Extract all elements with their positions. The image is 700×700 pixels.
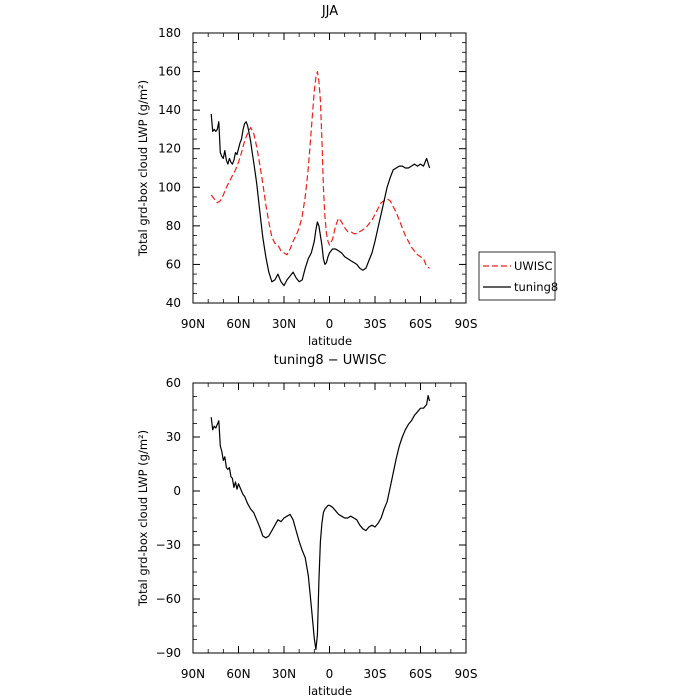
y-tick-label: 100: [158, 180, 181, 194]
series-line-uwisc: [210, 70, 430, 269]
x-tick-label: 30N: [272, 667, 296, 681]
top-y-axis-label: Total grd-box cloud LWP (g/m²): [136, 80, 150, 257]
y-tick-label: 120: [158, 142, 181, 156]
top-x-axis-label: latitude: [308, 334, 352, 348]
y-tick-label: 60: [166, 376, 181, 390]
top-y-tick-labels: 40 60 80 100 120 140 160 180: [158, 26, 181, 310]
x-tick-label: 30S: [364, 317, 387, 331]
y-tick-label: 180: [158, 26, 181, 40]
x-tick-label: 0: [326, 317, 334, 331]
x-tick-label: 90N: [181, 667, 205, 681]
bottom-series-lines: [210, 395, 431, 651]
x-tick-label: 30N: [272, 317, 296, 331]
bottom-x-tick-labels: 90N 60N 30N 0 30S 60S 90S: [181, 667, 478, 681]
y-tick-label: −90: [156, 646, 181, 660]
y-tick-label: −60: [156, 592, 181, 606]
legend-label-uwisc: UWISC: [514, 259, 553, 273]
x-tick-label: 30S: [364, 667, 387, 681]
x-tick-label: 60S: [409, 667, 432, 681]
top-chart-title: JJA: [321, 4, 338, 19]
x-tick-label: 90N: [181, 317, 205, 331]
series-line-tuning8-uwisc: [210, 395, 431, 651]
y-tick-label: −30: [156, 538, 181, 552]
top-series-lines: [210, 70, 431, 287]
bottom-chart-title: tuning8 − UWISC: [274, 353, 387, 368]
bottom-x-axis-label: latitude: [308, 684, 352, 698]
top-plot-frame: [192, 32, 467, 304]
x-tick-label: 60N: [226, 317, 250, 331]
panel-top: JJA 40 60 80 100 120 140 160 180 90N 60N 30N 0 30S 6…: [136, 4, 558, 348]
x-tick-label: 60S: [409, 317, 432, 331]
y-tick-label: 80: [166, 219, 181, 233]
bottom-y-tick-labels: −90 −60 −30 0 30 60: [156, 376, 181, 660]
bottom-tick-marks: [192, 382, 467, 654]
x-tick-label: 90S: [455, 317, 478, 331]
top-tick-marks: [192, 32, 467, 304]
series-line-tuning8: [210, 113, 431, 287]
x-tick-label: 0: [326, 667, 334, 681]
y-tick-label: 60: [166, 257, 181, 271]
panel-bottom: tuning8 − UWISC −90 −60 −30 0 30 60 90N 60N 30N…: [136, 353, 477, 698]
legend: UWISC tuning8: [478, 251, 558, 301]
y-tick-label: 40: [166, 296, 181, 310]
x-tick-label: 60N: [226, 667, 250, 681]
y-tick-label: 0: [173, 484, 181, 498]
bottom-plot-frame: [192, 382, 467, 654]
legend-box: [478, 251, 556, 301]
y-tick-label: 30: [166, 430, 181, 444]
y-tick-label: 160: [158, 65, 181, 79]
x-tick-label: 90S: [455, 667, 478, 681]
bottom-y-axis-label: Total grd-box cloud LWP (g/m²): [136, 430, 150, 607]
top-x-tick-labels: 90N 60N 30N 0 30S 60S 90S: [181, 317, 478, 331]
y-tick-label: 140: [158, 103, 181, 117]
legend-label-tuning8: tuning8: [514, 280, 558, 294]
